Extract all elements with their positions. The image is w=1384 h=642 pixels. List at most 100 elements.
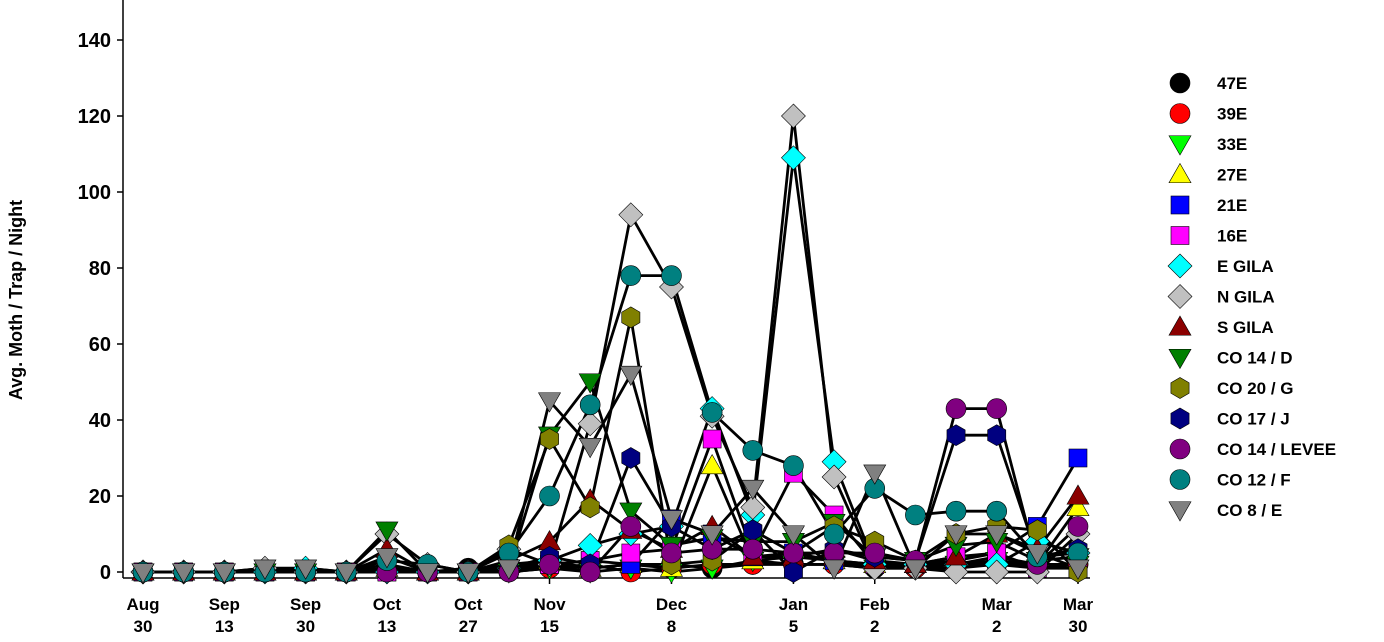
legend-marker-16e [1170,226,1190,245]
data-point-co-8-e [741,479,765,501]
x-tick-label: Jan 5 [779,595,808,636]
data-point-co-17-j [987,424,1007,447]
legend-item-e-gila: E GILA [1167,253,1274,279]
data-point-co-8-e [334,563,358,584]
legend-item-16e: 16E [1170,226,1247,246]
data-point-co-20-g [621,306,641,329]
data-point-co-12-f [905,504,926,526]
legend-item-co-17-j: CO 17 / J [1170,407,1290,430]
data-point-16e [702,429,722,449]
data-point-co-12-f [579,394,601,416]
data-point-co-14-levee [579,561,601,583]
data-point-co-8-e [1025,544,1049,565]
legend-label: CO 20 / G [1217,379,1294,398]
y-tick-label: 20 [89,486,111,508]
data-point-co-8-e [416,563,440,584]
data-point-n-gila [984,559,1010,585]
data-point-n-gila [943,559,969,585]
legend-label: S GILA [1217,318,1274,337]
data-point-co-8-e [985,525,1009,546]
y-tick-label: 0 [100,562,111,584]
data-point-co-14-levee [742,538,764,560]
legend-marker-co-17-j [1170,407,1190,430]
legend-item-21e: 21E [1170,195,1247,215]
data-point-co-14-levee [620,516,642,537]
axes: 0 20 40 60 80 100 120 140 Aug 30 Sep 13 Sep 30 Oct 13 Oc… [78,0,1094,636]
data-point-21e [1068,448,1088,468]
x-tick-label: Oct 27 [454,595,483,636]
legend-marker-n-gila [1167,284,1193,309]
data-point-co-8-e [944,525,968,546]
y-axis-title: Avg. Moth / Trap / Night [6,200,26,400]
legend-item-39e: 39E [1169,103,1247,124]
data-point-co-8-e [131,563,155,584]
legend-marker-co-14-levee [1169,438,1191,460]
data-point-co-12-f [823,523,845,545]
data-point-16e [621,543,641,563]
legend-marker-47e [1169,72,1191,94]
data-point-co-12-f [945,500,967,522]
legend-marker-33e [1168,135,1192,156]
data-point-n-gila [618,202,644,228]
legend: 47E 39E 33E 27E 21E 16E E GILA N GILA S GILA CO 1… [1167,72,1336,522]
legend-label: N GILA [1217,288,1275,307]
data-point-27e [1066,495,1090,516]
data-point-co-8-e [1066,559,1090,580]
legend-item-co-8-e: CO 8 / E [1168,501,1282,522]
legend-item-47e: 47E [1169,72,1247,94]
data-point-co-8-e [578,438,602,459]
data-point-co-14-levee [945,398,967,419]
x-tick-label: Dec 8 [656,595,687,636]
data-point-co-14-d [375,521,399,542]
y-tick-label: 80 [89,258,111,280]
legend-item-co-20-g: CO 20 / G [1170,377,1294,399]
data-point-co-8-e [456,563,480,584]
data-point-co-8-e [659,510,683,531]
data-point-co-8-e [253,559,277,580]
x-tick-label: Mar 30 [1063,595,1094,636]
legend-item-27e: 27E [1168,162,1247,185]
y-tick-label: 60 [89,334,111,356]
data-point-co-8-e [294,559,318,580]
legend-label: CO 8 / E [1217,501,1282,520]
data-point-n-gila [577,411,603,437]
x-tick-label: Nov 15 [533,595,566,636]
data-point-co-12-f [661,265,682,286]
legend-marker-co-20-g [1170,377,1190,399]
legend-marker-co-12-f [1169,469,1191,490]
data-point-co-8-e [863,464,887,485]
legend-marker-39e [1169,103,1191,124]
legend-label: 27E [1217,166,1247,185]
data-point-co-8-e [538,392,562,413]
legend-item-co-14-levee: CO 14 / LEVEE [1169,438,1336,460]
legend-item-n-gila: N GILA [1167,284,1275,309]
y-tick-label: 40 [89,410,111,432]
data-point-co-12-f [620,265,642,286]
data-point-co-12-f [701,402,723,423]
x-tick-label: Sep 30 [290,595,321,636]
data-point-co-14-levee [539,554,560,575]
y-tick-label: 140 [78,30,111,52]
legend-label: 21E [1217,196,1247,215]
data-point-co-12-f [742,440,764,461]
data-point-co-14-levee [661,542,682,564]
data-point-co-14-levee [1067,516,1089,537]
x-tick-label: Mar 2 [982,595,1013,636]
data-point-co-12-f [986,500,1007,522]
x-tick-label: Oct 13 [373,595,402,636]
legend-label: E GILA [1217,257,1274,276]
data-point-co-8-e [172,563,196,584]
data-point-co-8-e [619,365,643,387]
legend-marker-co-14-d [1168,348,1192,370]
data-point-co-17-j [784,561,803,583]
legend-label: CO 14 / LEVEE [1217,440,1336,459]
legend-label: 39E [1217,105,1247,124]
data-point-co-8-e [212,563,236,584]
legend-item-33e: 33E [1168,135,1247,156]
data-point-27e [700,453,724,475]
x-tick-label: Aug 30 [126,595,159,636]
legend-label: 16E [1217,227,1247,246]
series-lines [143,114,1080,574]
x-tick-label: Sep 13 [209,595,240,636]
